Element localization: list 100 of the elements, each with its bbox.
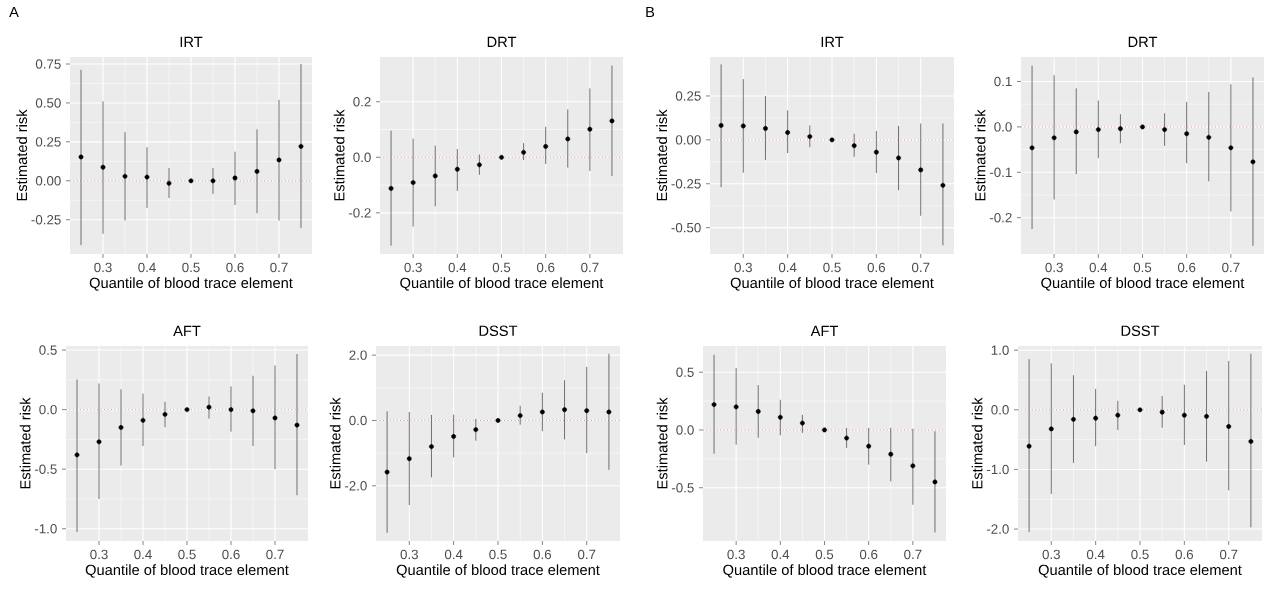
y-tick-label: -2.0	[986, 524, 1009, 534]
y-tick-label: 0.5	[39, 345, 57, 355]
point	[1248, 439, 1254, 444]
point	[451, 434, 457, 439]
point	[829, 137, 835, 143]
x-tick-label: 0.4	[771, 549, 790, 560]
point	[388, 186, 394, 191]
text: B	[646, 6, 655, 18]
y-tick-label: 0.0	[39, 404, 57, 415]
chart-title: AFT	[173, 325, 201, 336]
x-tick-label: 0.6	[867, 262, 886, 273]
x-tick-label: 0.6	[226, 262, 244, 273]
y-tick-label: -0.2	[348, 208, 371, 218]
point	[822, 427, 827, 433]
point	[1048, 426, 1054, 432]
point	[918, 167, 924, 173]
x-tick-label: 0.3	[727, 549, 745, 560]
y-tick-label: 0.1	[994, 76, 1012, 87]
point	[1250, 159, 1256, 165]
point	[1071, 416, 1076, 422]
point	[800, 420, 805, 426]
point	[122, 173, 128, 179]
y-tick-label: -1.0	[986, 464, 1009, 475]
point	[432, 173, 438, 179]
y-tick-label: -0.25	[671, 179, 701, 189]
y-axis-title: Estimated risk	[333, 109, 345, 201]
point	[844, 435, 849, 441]
point	[851, 143, 857, 149]
x-tick-label: 0.5	[489, 549, 507, 560]
point	[1228, 145, 1234, 151]
x-tick-label: 0.7	[270, 262, 288, 273]
point	[477, 162, 482, 168]
point	[562, 407, 567, 413]
x-axis-title: Quantile of blood trace element	[400, 277, 604, 291]
y-tick-label: -0.25	[31, 215, 61, 225]
point	[1137, 407, 1143, 413]
point	[232, 175, 238, 181]
point	[1181, 412, 1187, 418]
y-tick-label: -0.5	[34, 464, 57, 474]
x-tick-label: 0.6	[859, 549, 878, 560]
x-axis-title: Quantile of blood trace element	[396, 564, 600, 578]
point	[1184, 131, 1190, 137]
point	[718, 123, 724, 128]
y-axis-title: Estimated risk	[16, 109, 28, 201]
y-tick-label: 0.25	[35, 137, 61, 147]
point	[587, 126, 593, 132]
point	[429, 444, 434, 449]
y-tick-label: 0.0	[676, 425, 694, 435]
x-tick-label: 0.6	[536, 262, 555, 273]
point	[144, 174, 150, 180]
y-tick-label: -1.0	[34, 524, 57, 534]
text: A	[9, 6, 19, 18]
point	[896, 155, 901, 161]
x-axis-title: Quantile of blood trace element	[730, 277, 934, 291]
point	[1073, 129, 1079, 135]
point	[210, 178, 216, 184]
point	[140, 417, 146, 423]
point	[410, 180, 416, 185]
y-tick-label: 0.25	[675, 91, 701, 101]
point	[1051, 135, 1057, 141]
point	[777, 414, 783, 420]
y-tick-label: 0.00	[675, 135, 701, 145]
point	[1140, 124, 1145, 130]
point	[384, 469, 390, 475]
y-tick-label: 0.0	[353, 152, 371, 163]
point	[565, 136, 571, 142]
point	[1095, 127, 1101, 133]
x-tick-label: 0.4	[1086, 549, 1105, 560]
point	[228, 407, 234, 413]
x-tick-label: 0.5	[823, 262, 841, 273]
point	[584, 408, 590, 414]
x-tick-label: 0.5	[815, 549, 834, 560]
point	[118, 425, 124, 430]
y-axis-title: Estimated risk	[329, 397, 341, 489]
point	[1029, 145, 1035, 151]
point	[272, 415, 278, 421]
point	[606, 409, 612, 415]
point	[609, 118, 615, 124]
x-axis-title: Quantile of blood trace element	[89, 277, 293, 291]
x-tick-label: 0.3	[404, 262, 422, 273]
y-axis-title: Estimated risk	[656, 109, 668, 201]
point	[294, 422, 300, 428]
y-axis-title: Estimated risk	[19, 397, 31, 489]
point	[1206, 134, 1212, 140]
x-tick-label: 0.4	[1089, 262, 1108, 273]
chart-title: DSST	[479, 325, 518, 336]
x-tick-label: 0.7	[904, 549, 922, 560]
x-tick-label: 0.3	[94, 262, 112, 273]
point	[166, 180, 172, 186]
point	[1162, 127, 1167, 133]
y-tick-label: 0.00	[35, 176, 61, 186]
x-tick-label: 0.7	[581, 262, 599, 273]
point	[188, 178, 194, 184]
x-tick-label: 0.7	[1219, 549, 1238, 560]
x-tick-label: 0.3	[400, 549, 418, 560]
point	[910, 463, 916, 469]
point	[100, 164, 106, 170]
x-tick-label: 0.7	[266, 549, 284, 560]
point	[206, 404, 212, 410]
point	[1115, 412, 1121, 418]
